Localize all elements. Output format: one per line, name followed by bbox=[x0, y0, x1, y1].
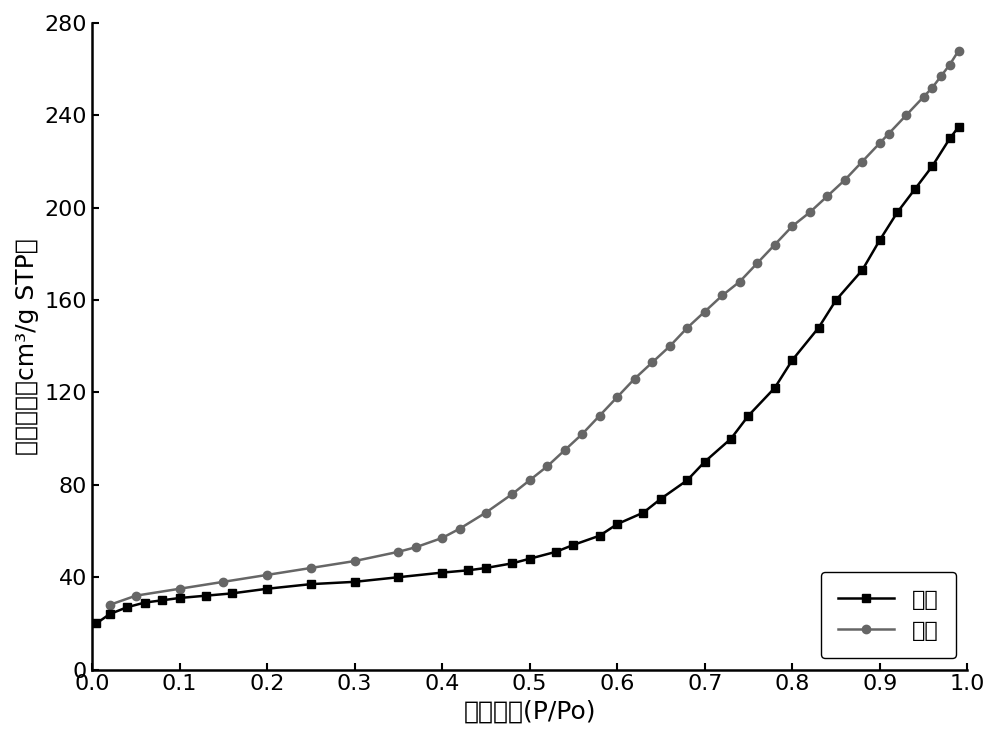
吸附 bbox=[392, 573, 404, 582]
脱附 bbox=[699, 307, 711, 316]
吸附 bbox=[856, 265, 868, 274]
吸附 bbox=[699, 457, 711, 466]
脱附 bbox=[751, 259, 763, 268]
脱附 bbox=[611, 392, 623, 401]
吸附 bbox=[436, 568, 448, 577]
脱附 bbox=[856, 157, 868, 166]
脱附 bbox=[646, 358, 658, 367]
脱附 bbox=[900, 111, 912, 120]
吸附 bbox=[769, 384, 781, 392]
吸附 bbox=[611, 520, 623, 528]
吸附 bbox=[480, 564, 492, 573]
吸附 bbox=[909, 185, 921, 194]
吸附 bbox=[567, 540, 579, 549]
X-axis label: 相对压力(P/Po): 相对压力(P/Po) bbox=[463, 700, 596, 724]
脱附 bbox=[681, 324, 693, 333]
吸附 bbox=[725, 435, 737, 443]
脱附 bbox=[594, 411, 606, 420]
脱附 bbox=[786, 222, 798, 231]
脱附 bbox=[217, 577, 229, 586]
吸附 bbox=[226, 589, 238, 598]
脱附 bbox=[926, 84, 938, 92]
吸附 bbox=[953, 123, 965, 132]
吸附 bbox=[926, 162, 938, 171]
脱附 bbox=[174, 585, 186, 593]
吸附 bbox=[261, 585, 273, 593]
吸附 bbox=[874, 236, 886, 245]
吸附 bbox=[594, 531, 606, 540]
Y-axis label: 吸附容量（cm³/g STP）: 吸附容量（cm³/g STP） bbox=[15, 238, 39, 454]
吸附 bbox=[891, 208, 903, 217]
脱附 bbox=[734, 277, 746, 286]
脱附 bbox=[506, 490, 518, 499]
脱附 bbox=[541, 462, 553, 471]
脱附 bbox=[349, 556, 361, 565]
吸附 bbox=[462, 566, 474, 575]
吸附 bbox=[121, 603, 133, 612]
吸附 bbox=[830, 296, 842, 304]
脱附 bbox=[935, 72, 947, 81]
脱附 bbox=[874, 139, 886, 148]
吸附 bbox=[156, 596, 168, 605]
吸附 bbox=[305, 579, 317, 588]
吸附 bbox=[349, 577, 361, 586]
脱附 bbox=[839, 176, 851, 185]
脱附 bbox=[130, 591, 142, 600]
脱附 bbox=[883, 129, 895, 138]
Legend: 吸附, 脱附: 吸附, 脱附 bbox=[821, 572, 956, 658]
吸附 bbox=[90, 619, 102, 628]
脱附 bbox=[305, 564, 317, 573]
吸附 bbox=[681, 476, 693, 485]
吸附 bbox=[550, 548, 562, 556]
吸附 bbox=[944, 134, 956, 143]
脱附 bbox=[953, 47, 965, 55]
脱附 bbox=[664, 342, 676, 351]
脱附 bbox=[104, 601, 116, 610]
吸附 bbox=[200, 591, 212, 600]
Line: 脱附: 脱附 bbox=[105, 47, 963, 609]
吸附 bbox=[104, 610, 116, 619]
脱附 bbox=[410, 542, 422, 551]
脱附 bbox=[524, 476, 536, 485]
脱附 bbox=[944, 60, 956, 69]
吸附 bbox=[742, 411, 754, 420]
脱附 bbox=[392, 548, 404, 556]
脱附 bbox=[576, 429, 588, 438]
吸附 bbox=[139, 598, 151, 607]
吸附 bbox=[524, 554, 536, 563]
脱附 bbox=[821, 191, 833, 200]
脱附 bbox=[918, 92, 930, 101]
脱附 bbox=[454, 524, 466, 533]
吸附 bbox=[786, 355, 798, 364]
脱附 bbox=[436, 534, 448, 542]
脱附 bbox=[261, 571, 273, 579]
吸附 bbox=[637, 508, 649, 517]
脱附 bbox=[804, 208, 816, 217]
脱附 bbox=[559, 446, 571, 454]
脱附 bbox=[480, 508, 492, 517]
吸附 bbox=[813, 324, 825, 333]
吸附 bbox=[506, 559, 518, 568]
吸附 bbox=[174, 593, 186, 602]
脱附 bbox=[769, 240, 781, 249]
脱附 bbox=[716, 291, 728, 300]
脱附 bbox=[629, 374, 641, 383]
Line: 吸附: 吸附 bbox=[92, 123, 963, 627]
吸附 bbox=[655, 494, 667, 503]
